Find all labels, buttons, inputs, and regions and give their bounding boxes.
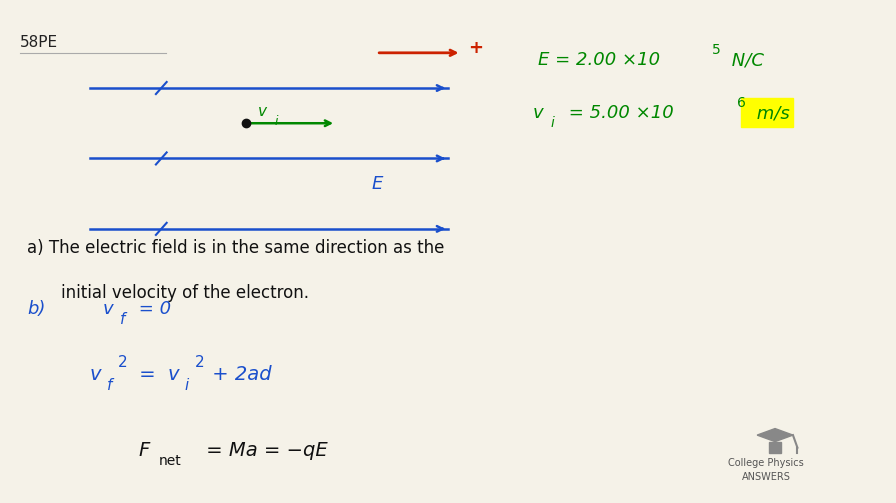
Text: i: i — [274, 115, 278, 128]
Text: net: net — [159, 454, 181, 468]
Text: b): b) — [27, 300, 46, 318]
Text: 58PE: 58PE — [20, 35, 58, 50]
Text: v: v — [90, 365, 101, 384]
Text: i: i — [550, 116, 554, 130]
Text: initial velocity of the electron.: initial velocity of the electron. — [61, 284, 309, 302]
Bar — [741, 98, 793, 127]
Polygon shape — [769, 442, 781, 453]
Text: + 2ad: + 2ad — [206, 365, 271, 384]
Text: a) The electric field is in the same direction as the: a) The electric field is in the same dir… — [27, 239, 444, 257]
Text: v: v — [168, 365, 179, 384]
Text: i: i — [185, 378, 189, 393]
Text: = 0: = 0 — [133, 300, 171, 318]
Text: = Ma = −qE: = Ma = −qE — [200, 441, 328, 460]
Text: 6: 6 — [737, 96, 746, 110]
Text: College Physics
ANSWERS: College Physics ANSWERS — [728, 458, 804, 482]
Text: 2: 2 — [118, 355, 128, 370]
Text: v: v — [103, 300, 114, 318]
Text: v: v — [533, 104, 544, 122]
Text: f: f — [120, 312, 125, 327]
Text: F: F — [139, 441, 151, 460]
Text: E = 2.00 ×10: E = 2.00 ×10 — [538, 51, 659, 69]
Text: f: f — [107, 378, 112, 393]
Text: N/C: N/C — [726, 51, 763, 69]
Text: 2: 2 — [194, 355, 204, 370]
Text: v: v — [258, 104, 267, 119]
Text: =: = — [133, 365, 161, 384]
Text: 5: 5 — [712, 43, 721, 57]
Text: E: E — [372, 175, 383, 193]
Text: = 5.00 ×10: = 5.00 ×10 — [563, 104, 674, 122]
Text: m/s: m/s — [751, 104, 789, 122]
Text: +: + — [468, 39, 483, 57]
Polygon shape — [757, 429, 793, 442]
